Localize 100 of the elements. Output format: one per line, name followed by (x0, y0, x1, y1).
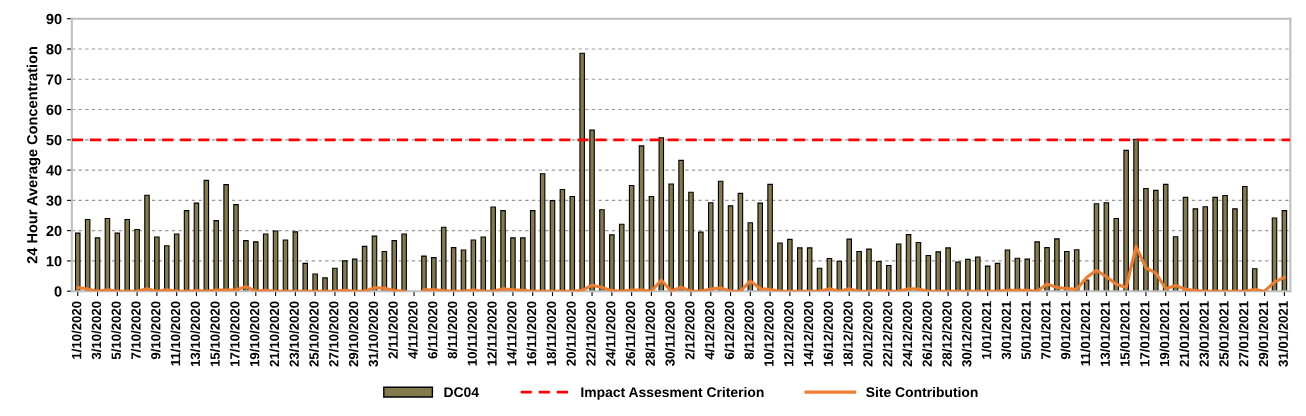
x-tick-label: 3/01/2021 (1001, 301, 1012, 360)
x-tick-label: 9/10/2020 (150, 301, 161, 360)
bar (668, 183, 674, 292)
x-tick-label: 10/11/2020 (467, 301, 478, 366)
x-tick-label: 16/12/2020 (823, 301, 834, 367)
x-tick-label: 3/10/2020 (91, 301, 102, 360)
x-tick-label: 12/11/2020 (487, 301, 497, 366)
x-tick-label: 24/11/2020 (605, 301, 616, 366)
x-tick-label: 2/12/2020 (684, 301, 695, 360)
x-tick-label: 15/10/2020 (210, 301, 220, 367)
bar (213, 220, 220, 292)
bar (74, 232, 81, 292)
x-tick-label: 11/10/2020 (170, 301, 181, 366)
bar (885, 264, 892, 292)
x-tick-label: 23/01/2021 (1199, 301, 1209, 367)
bar (203, 179, 210, 292)
y-tick-label: 0 (54, 286, 62, 297)
bar (836, 260, 843, 292)
bar (480, 236, 487, 292)
bar (1222, 194, 1228, 292)
x-tick-label: 1/10/2020 (71, 301, 82, 359)
x-tick-label: 6/12/2020 (724, 301, 735, 360)
bar (520, 237, 526, 292)
bar (618, 223, 625, 292)
bar (747, 222, 754, 292)
x-tick-label: 6/11/2020 (427, 301, 438, 359)
x-tick-label: 16/11/2020 (526, 301, 537, 366)
legend-label: Site Contribution (866, 386, 978, 398)
x-tick-label: 14/12/2020 (803, 301, 814, 367)
bar (351, 258, 358, 292)
y-axis-title: 24 Hour Average Concentration (26, 47, 41, 264)
x-tick-label: 29/01/2021 (1258, 301, 1269, 367)
bar (342, 260, 348, 292)
x-tick-label: 27/10/2020 (328, 301, 339, 367)
x-tick-label: 26/12/2020 (922, 301, 933, 367)
bar (658, 137, 665, 292)
bar (322, 277, 328, 292)
bar (421, 255, 427, 292)
bar (1103, 202, 1110, 292)
bar (965, 258, 971, 292)
x-tick-label: 30/11/2020 (665, 301, 675, 366)
bar (796, 247, 803, 292)
bar (154, 236, 160, 292)
x-tick-label: 19/10/2020 (249, 301, 260, 367)
bar (1153, 189, 1159, 292)
bar (302, 262, 309, 292)
bar (717, 180, 724, 292)
bar (529, 210, 536, 292)
bar (1232, 208, 1238, 292)
x-tick-label: 8/11/2020 (447, 301, 458, 359)
bar (124, 218, 130, 292)
bar (332, 267, 338, 292)
bar (173, 233, 180, 292)
x-tick-label: 26/11/2020 (625, 301, 636, 366)
x-tick-label: 27/01/2021 (1238, 301, 1249, 367)
x-tick-label: 5/10/2020 (111, 301, 121, 360)
x-tick-label: 17/01/2021 (1139, 301, 1150, 367)
y-tick-label: 30 (46, 195, 62, 206)
bar (1143, 188, 1149, 292)
bar (866, 248, 872, 292)
x-tick-label: 18/11/2020 (546, 301, 557, 366)
x-tick-label: 9/01/2021 (1060, 301, 1071, 360)
bar (1024, 258, 1031, 292)
x-tick-label: 17/10/2020 (229, 301, 240, 367)
bar (579, 52, 585, 292)
y-tick-label: 60 (46, 104, 62, 115)
x-tick-label: 29/10/2020 (348, 301, 359, 367)
bar (1123, 149, 1129, 292)
bar (589, 129, 595, 292)
bar (391, 240, 398, 292)
bar (569, 195, 576, 292)
x-tick-label: 28/11/2020 (645, 301, 656, 366)
x-tick-label: 23/10/2020 (289, 301, 300, 367)
bar (1133, 138, 1139, 292)
x-tick-label: 8/12/2020 (744, 301, 754, 360)
bar (806, 247, 813, 292)
bar (955, 261, 961, 292)
x-tick-label: 31/01/2021 (1278, 301, 1289, 367)
bar (757, 202, 763, 292)
x-tick-label: 20/12/2020 (862, 301, 873, 367)
x-tick-label: 11/01/2021 (1080, 301, 1091, 366)
bar (678, 159, 684, 292)
x-tick-label: 21/01/2021 (1179, 301, 1190, 367)
bar (777, 242, 783, 292)
bar (688, 191, 694, 292)
bar (1202, 206, 1209, 292)
bar (1212, 196, 1218, 292)
bar (134, 228, 140, 292)
bar (312, 273, 318, 292)
x-tick-label: 1/01/2021 (981, 301, 992, 359)
x-tick-label: 4/12/2020 (704, 301, 715, 360)
bar (163, 245, 170, 292)
bar (262, 233, 269, 292)
x-tick-label: 19/01/2021 (1159, 301, 1170, 367)
bar (1113, 217, 1120, 292)
x-tick-label: 20/11/2020 (566, 301, 576, 366)
bar (1162, 183, 1169, 292)
bar (401, 233, 407, 292)
bar (856, 250, 862, 292)
bar (1242, 185, 1248, 292)
